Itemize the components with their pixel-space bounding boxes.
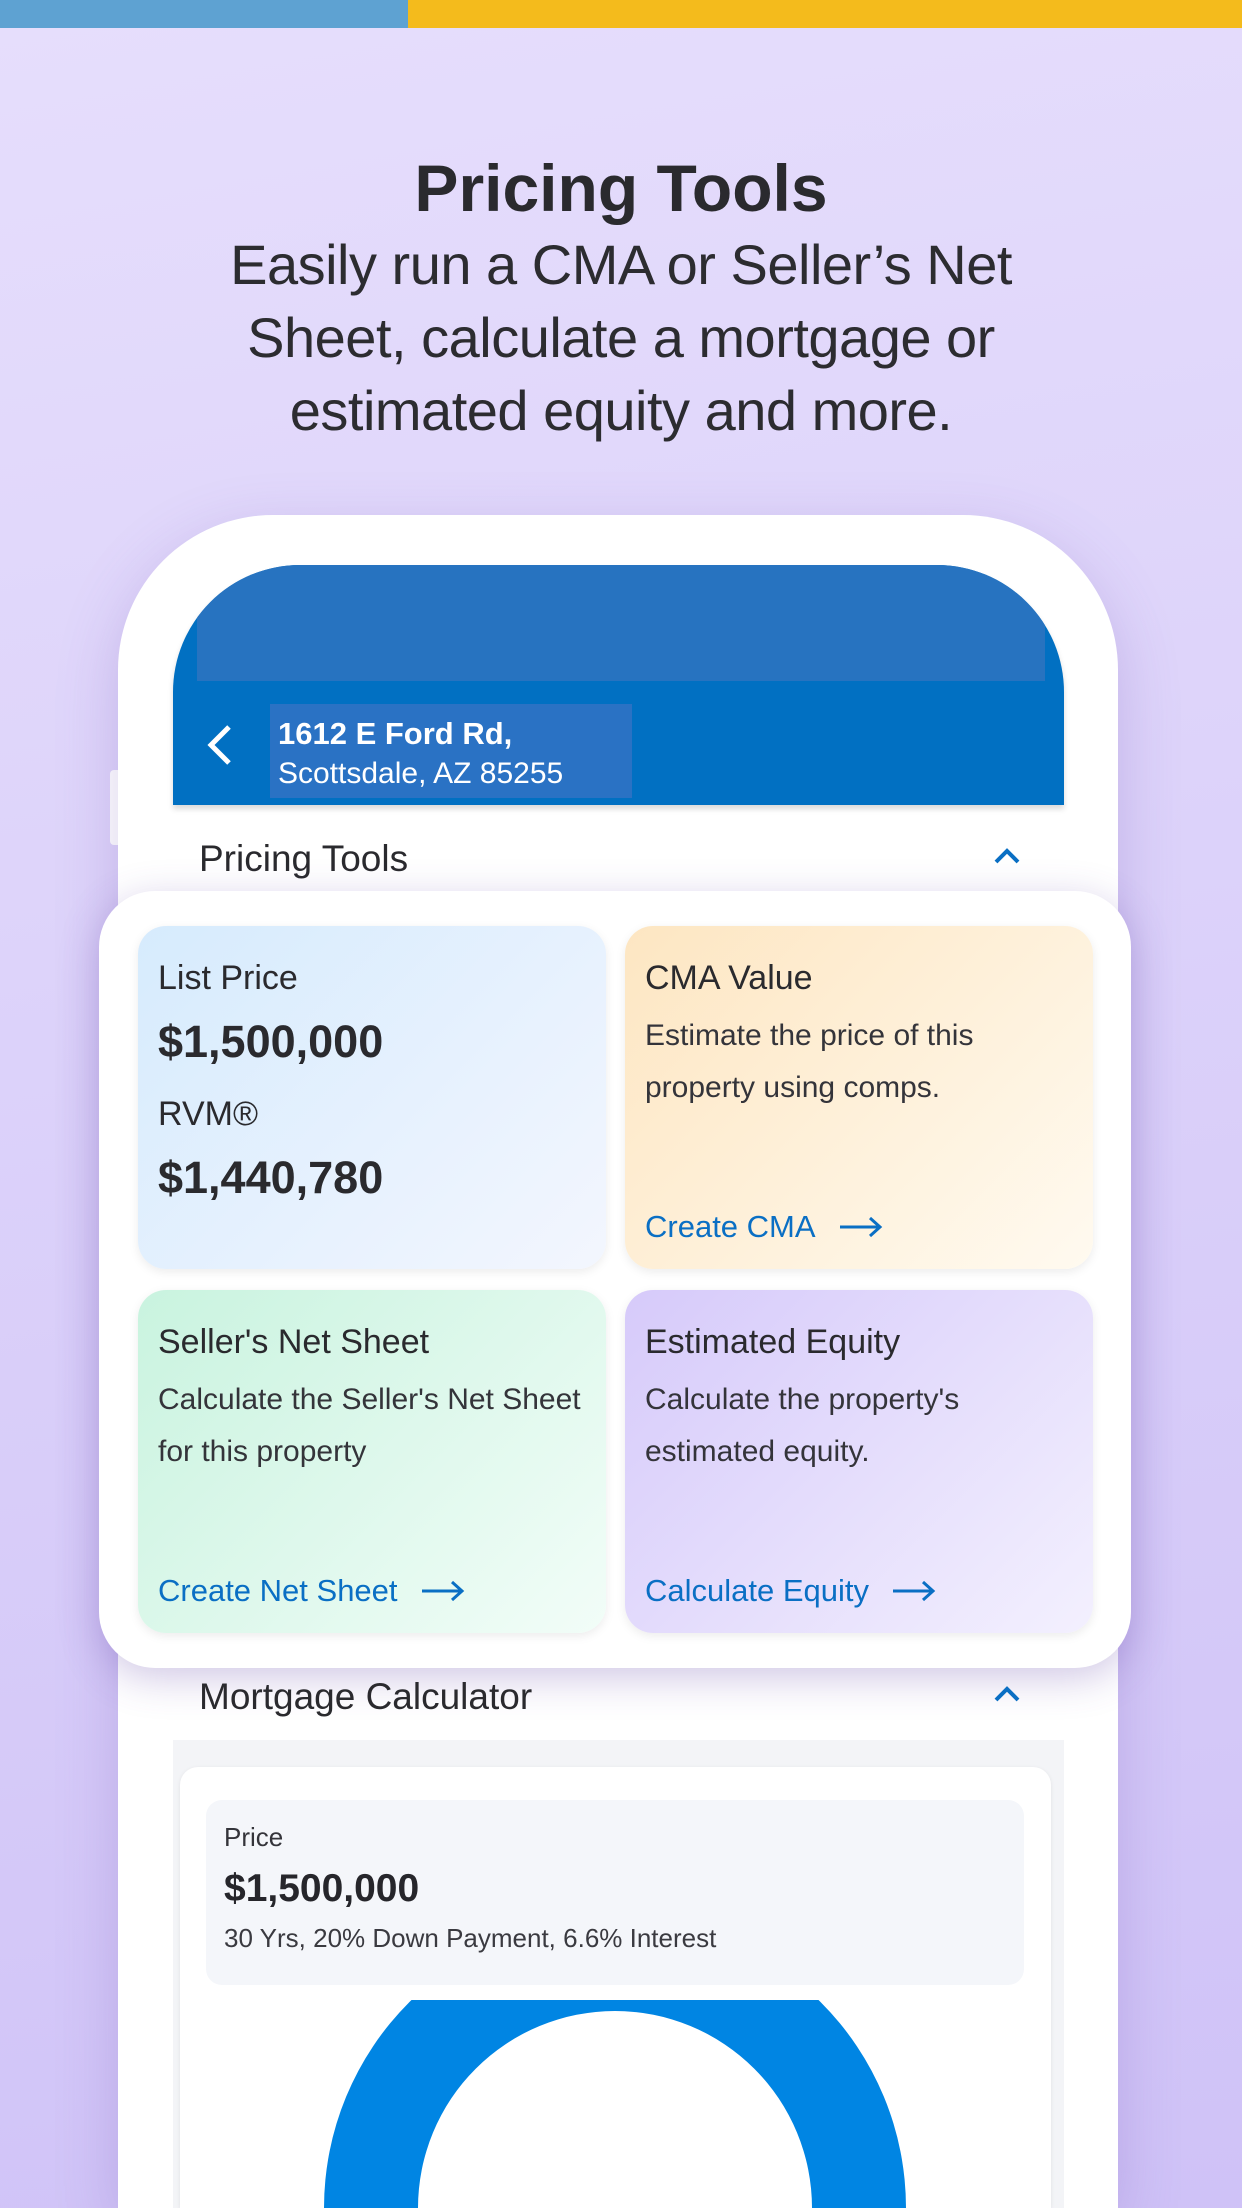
list-price-label: List Price bbox=[158, 959, 298, 997]
phone-side-button bbox=[110, 770, 120, 845]
donut-ring bbox=[324, 2000, 906, 2208]
calculate-equity-label: Calculate Equity bbox=[645, 1573, 870, 1608]
list-price-value: $1,500,000 bbox=[158, 1016, 384, 1067]
equity-tile[interactable]: Estimated Equity Calculate the property'… bbox=[625, 1290, 1093, 1633]
arrow-right-icon bbox=[893, 1580, 936, 1602]
create-net-sheet-label: Create Net Sheet bbox=[158, 1573, 398, 1608]
price-value: $1,500,000 bbox=[224, 1867, 420, 1910]
pricing-tools-toggle[interactable] bbox=[992, 846, 1022, 866]
address: 1612 E Ford Rd, Scottsdale, AZ 85255 bbox=[270, 704, 632, 798]
payment-donut-chart bbox=[324, 2000, 906, 2208]
net-sheet-title: Seller's Net Sheet bbox=[158, 1323, 430, 1361]
chevron-up-icon bbox=[994, 1686, 1020, 1702]
price-label: Price bbox=[224, 1822, 284, 1852]
hero-title: Pricing Tools bbox=[414, 151, 828, 225]
top-bar-blue bbox=[0, 0, 408, 28]
address-line2: Scottsdale, AZ 85255 bbox=[278, 757, 564, 790]
rvm-label: RVM® bbox=[158, 1095, 258, 1133]
calculate-equity-link[interactable]: Calculate Equity bbox=[645, 1573, 937, 1609]
equity-title: Estimated Equity bbox=[645, 1323, 901, 1361]
chevron-up-icon bbox=[994, 848, 1020, 864]
pricing-tools-section-label: Pricing Tools bbox=[199, 838, 409, 879]
top-bar-yellow bbox=[408, 0, 1242, 28]
arrow-right-icon bbox=[421, 1580, 464, 1602]
cma-description: Estimate the price of this property usin… bbox=[645, 1019, 974, 1104]
create-cma-label: Create CMA bbox=[645, 1209, 816, 1244]
app-header: 1612 E Ford Rd, Scottsdale, AZ 85255 bbox=[173, 565, 1064, 805]
hero-subtitle-line: estimated equity and more. bbox=[289, 379, 953, 442]
equity-description: Calculate the property's estimated equit… bbox=[645, 1383, 960, 1468]
pricing-tools-card: List Price $1,500,000 RVM® $1,440,780 CM… bbox=[99, 891, 1131, 1668]
hero-subtitle-line: Easily run a CMA or Seller’s Net bbox=[230, 233, 1012, 296]
loan-details: 30 Yrs, 20% Down Payment, 6.6% Interest bbox=[224, 1923, 717, 1953]
address-line1: 1612 E Ford Rd, bbox=[278, 716, 513, 751]
back-button[interactable] bbox=[201, 715, 241, 775]
chevron-left-icon bbox=[207, 725, 231, 765]
price-summary[interactable]: Price $1,500,000 30 Yrs, 20% Down Paymen… bbox=[206, 1800, 1024, 1985]
mortgage-calculator-toggle[interactable] bbox=[992, 1684, 1022, 1704]
list-price-tile: List Price $1,500,000 RVM® $1,440,780 bbox=[138, 926, 606, 1269]
arrow-right-icon bbox=[839, 1216, 882, 1238]
rvm-value: $1,440,780 bbox=[158, 1152, 384, 1203]
hero-subtitle-line: Sheet, calculate a mortgage or bbox=[247, 306, 995, 369]
net-sheet-description: Calculate the Seller's Net Sheet for thi… bbox=[158, 1383, 581, 1468]
create-cma-link[interactable]: Create CMA bbox=[645, 1209, 884, 1245]
net-sheet-tile[interactable]: Seller's Net Sheet Calculate the Seller'… bbox=[138, 1290, 606, 1633]
status-area bbox=[197, 565, 1045, 681]
create-net-sheet-link[interactable]: Create Net Sheet bbox=[158, 1573, 466, 1609]
cma-tile[interactable]: CMA Value Estimate the price of this pro… bbox=[625, 926, 1093, 1269]
cma-title: CMA Value bbox=[645, 959, 813, 997]
mortgage-calculator-label: Mortgage Calculator bbox=[199, 1676, 533, 1717]
